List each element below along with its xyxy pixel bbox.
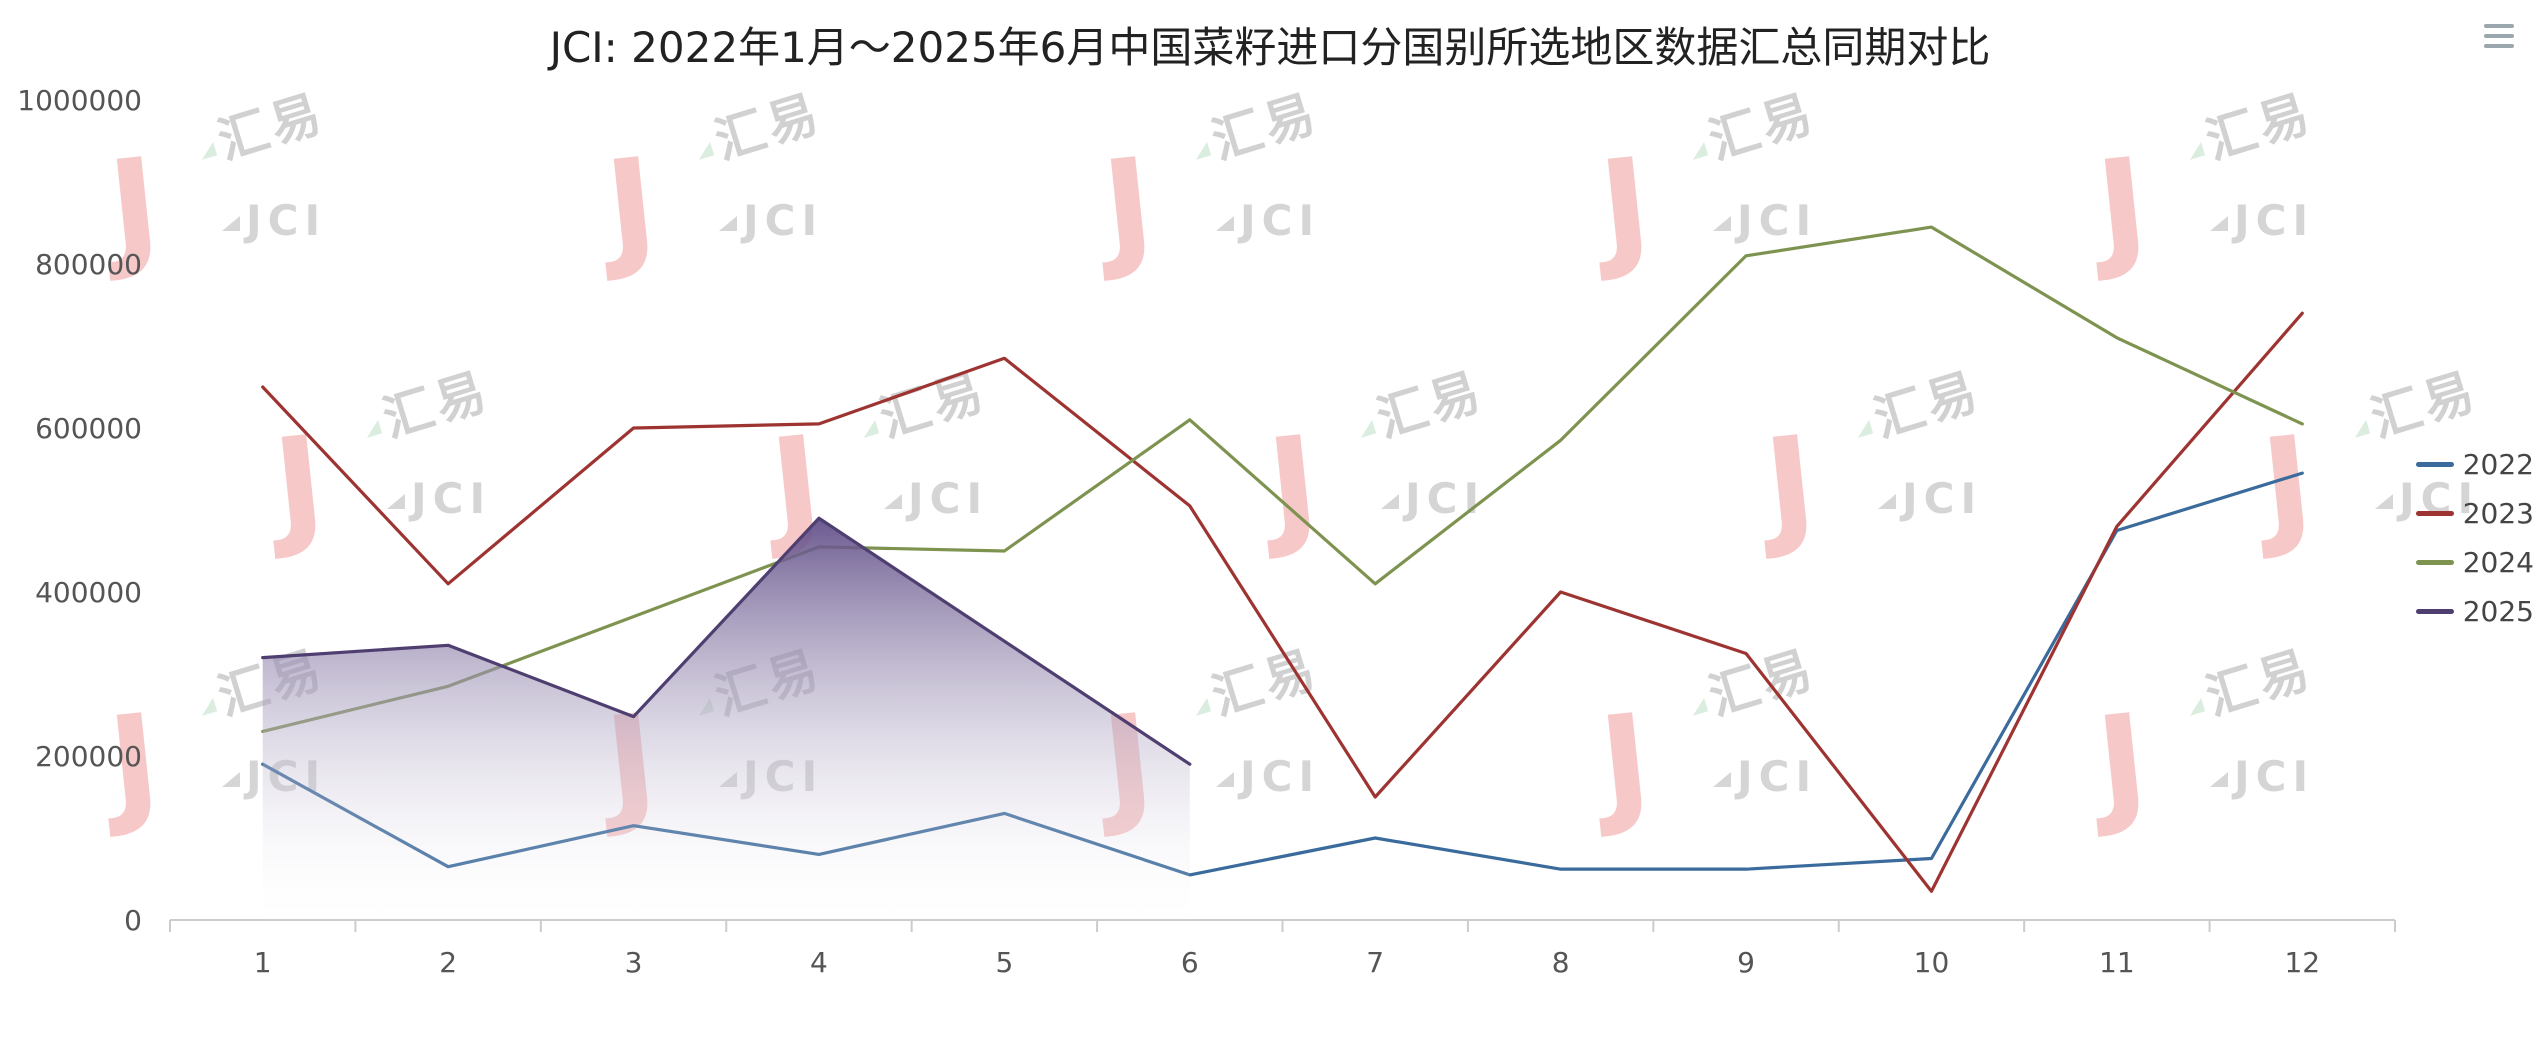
legend-item-2024[interactable]: 2024: [2415, 546, 2534, 579]
x-tick-label: 10: [1914, 946, 1950, 979]
x-tick-label: 4: [810, 946, 828, 979]
y-tick-label: 1000000: [17, 84, 142, 117]
legend-marker-2025: [2415, 609, 2454, 614]
menu-bar: [2484, 34, 2514, 38]
menu-bar: [2484, 44, 2514, 48]
hamburger-menu-icon[interactable]: [2480, 20, 2518, 52]
legend-label-2024: 2024: [2462, 546, 2534, 579]
x-tick-label: 9: [1737, 946, 1755, 979]
chart-legend: 2022 2023 2024 2025: [2415, 448, 2534, 628]
x-tick-label: 7: [1366, 946, 1384, 979]
chart-title: JCI: 2022年1月～2025年6月中国菜籽进口分国别所选地区数据汇总同期对…: [549, 23, 1991, 72]
series-line-2024: [261, 225, 2304, 734]
x-tick-label: 2: [439, 946, 457, 979]
legend-label-2022: 2022: [2462, 448, 2534, 481]
x-tick-label: 11: [2099, 946, 2135, 979]
series-area-2025: [262, 518, 1190, 920]
legend-item-2022[interactable]: 2022: [2415, 448, 2534, 481]
x-tick-label: 12: [2284, 946, 2320, 979]
x-tick-label: 1: [254, 946, 272, 979]
series-line-2025: [261, 516, 1192, 766]
x-tick-label: 3: [625, 946, 643, 979]
legend-item-2025[interactable]: 2025: [2415, 595, 2534, 628]
series-line-2023: [261, 311, 2304, 893]
y-tick-label: 400000: [35, 576, 142, 609]
legend-label-2023: 2023: [2462, 497, 2534, 530]
y-tick-label: 600000: [35, 412, 142, 445]
y-tick-label: 200000: [35, 740, 142, 773]
legend-marker-2024: [2415, 560, 2454, 565]
legend-label-2025: 2025: [2462, 595, 2534, 628]
legend-marker-2022: [2415, 462, 2454, 467]
x-tick-label: 5: [995, 946, 1013, 979]
legend-marker-2023: [2415, 511, 2454, 516]
x-tick-label: 6: [1181, 946, 1199, 979]
legend-item-2023[interactable]: 2023: [2415, 497, 2534, 530]
y-tick-label: 0: [124, 904, 142, 937]
y-tick-label: 800000: [35, 248, 142, 281]
menu-bar: [2484, 24, 2514, 28]
x-tick-label: 8: [1552, 946, 1570, 979]
